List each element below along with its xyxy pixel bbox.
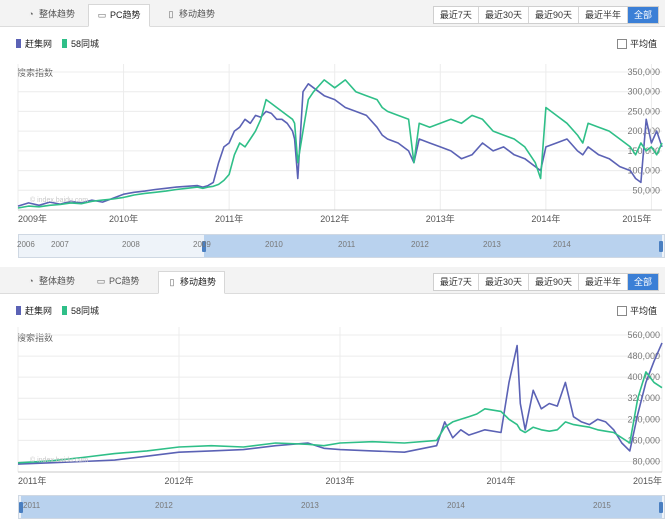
mobile-icon: ▯ [168, 9, 174, 19]
tab-overall-trend[interactable]: ◔ 整体趋势 [18, 4, 83, 25]
x-tick-label: 2011年 [215, 213, 243, 224]
range-half-year[interactable]: 最近半年 [579, 274, 628, 290]
x-tick-label: 2010年 [109, 213, 138, 224]
pc-trend-panel: ◔ 整体趋势 ▭ PC趋势 ▯ 移动趋势 最近7天 最近30天 最近90天 最近半年 … [0, 0, 665, 258]
navigator-tick: 2013 [301, 501, 319, 510]
navigator-tick: 2009 [193, 240, 211, 249]
x-tick-label: 2011年 [18, 475, 46, 486]
chart-legend: 赶集网 58同城 [16, 304, 109, 317]
navigator-selection[interactable] [21, 496, 662, 518]
legend-swatch [16, 39, 21, 48]
monitor-icon: ▭ [96, 276, 106, 286]
navigator-tick: 2013 [483, 240, 501, 249]
navigator-left-handle[interactable] [19, 502, 23, 513]
tab-pc-trend[interactable]: ▭ PC趋势 [88, 4, 150, 27]
series-line-ganji [17, 342, 663, 465]
navigator-right-handle[interactable] [659, 241, 663, 252]
y-tick-label: 320,000 [627, 393, 660, 403]
average-toggle[interactable]: 平均值 [616, 37, 657, 50]
navigator-right-handle[interactable] [659, 502, 663, 513]
y-tick-label: 560,000 [627, 330, 660, 340]
range-30days[interactable]: 最近30天 [479, 274, 529, 290]
chart-legend: 赶集网 58同城 [16, 37, 109, 50]
navigator-tick: 2012 [411, 240, 429, 249]
tab-bar: ◔ 整体趋势 ▭ PC趋势 ▯ 移动趋势 最近7天 最近30天 最近90天 最近半年 … [0, 267, 665, 294]
y-tick-label: 300,000 [627, 87, 660, 97]
mobile-trend-panel: ◔ 整体趋势 ▭ PC趋势 ▯ 移动趋势 最近7天 最近30天 最近90天 最近半年 … [0, 267, 665, 521]
tab-mobile-trend[interactable]: ▯ 移动趋势 [158, 4, 223, 25]
legend-swatch [62, 306, 68, 315]
tab-overall-trend[interactable]: ◔ 整体趋势 [18, 271, 83, 292]
legend-swatch [16, 306, 21, 315]
checkbox-icon [616, 38, 627, 49]
legend-item-58[interactable]: 58同城 [62, 304, 99, 317]
mobile-icon: ▯ [169, 277, 175, 287]
range-all[interactable]: 全部 [627, 274, 658, 290]
navigator-selection[interactable] [204, 235, 662, 257]
y-tick-label: 250,000 [627, 106, 660, 116]
mobile-trend-chart: 80,000160,000240,000320,000400,000480,00… [17, 327, 663, 486]
range-90days[interactable]: 最近90天 [529, 274, 579, 290]
navigator-tick: 2011 [23, 501, 41, 510]
navigator-left-handle[interactable] [202, 241, 206, 252]
x-tick-label: 2013年 [325, 475, 354, 486]
tab-mobile-trend[interactable]: ▯ 移动趋势 [158, 271, 226, 294]
range-7days[interactable]: 最近7天 [434, 7, 479, 23]
y-tick-label: 100,000 [627, 166, 660, 176]
range-30days[interactable]: 最近30天 [479, 7, 529, 23]
pie-chart-icon: ◔ [28, 276, 34, 286]
navigator-tick: 2007 [51, 240, 69, 249]
x-tick-label: 2012年 [320, 213, 349, 224]
y-axis-title: 搜索指数 [17, 333, 54, 343]
pc-trend-chart: 50,000100,000150,000200,000250,000300,00… [17, 64, 663, 224]
x-tick-label: 2009年 [18, 213, 47, 224]
navigator-tick: 2015 [593, 501, 611, 510]
y-tick-label: 200,000 [627, 126, 660, 136]
range-all[interactable]: 全部 [627, 7, 658, 23]
watermark: © index.baidu.com [30, 457, 89, 464]
tab-pc-trend[interactable]: ▭ PC趋势 [88, 271, 148, 292]
time-navigator[interactable]: 2006 2007 2008 2009 2010 2011 2012 2013 … [17, 234, 665, 258]
range-half-year[interactable]: 最近半年 [579, 7, 628, 23]
legend-item-58[interactable]: 58同城 [62, 37, 99, 50]
navigator-tick: 2014 [447, 501, 465, 510]
x-tick-label: 2015年 [633, 475, 662, 486]
x-tick-label: 2013年 [426, 213, 455, 224]
series-line-58 [17, 371, 663, 464]
y-tick-label: 240,000 [627, 414, 660, 424]
pie-chart-icon: ◔ [28, 9, 34, 19]
y-tick-label: 50,000 [632, 185, 660, 195]
legend-swatch [62, 39, 68, 48]
y-tick-label: 160,000 [627, 435, 660, 445]
y-axis-title: 搜索指数 [17, 68, 54, 78]
navigator-tick: 2014 [553, 240, 571, 249]
navigator-tick: 2010 [265, 240, 283, 249]
checkbox-icon [616, 305, 627, 316]
watermark: © index.baidu.com [30, 197, 89, 204]
time-range-selector: 最近7天 最近30天 最近90天 最近半年 全部 [432, 273, 659, 291]
tab-bar: ◔ 整体趋势 ▭ PC趋势 ▯ 移动趋势 最近7天 最近30天 最近90天 最近半年 … [0, 0, 665, 27]
navigator-tick: 2006 [17, 240, 35, 249]
x-tick-label: 2014年 [531, 213, 560, 224]
range-7days[interactable]: 最近7天 [434, 274, 479, 290]
series-line-ganji [17, 83, 663, 207]
y-tick-label: 350,000 [627, 67, 660, 77]
navigator-tick: 2012 [155, 501, 173, 510]
navigator-tick: 2011 [338, 240, 356, 249]
x-tick-label: 2012年 [164, 475, 193, 486]
legend-item-ganji[interactable]: 赶集网 [16, 304, 52, 317]
time-navigator[interactable]: 2011 2012 2013 2014 2015 [18, 495, 665, 519]
monitor-icon: ▭ [97, 10, 107, 20]
time-range-selector: 最近7天 最近30天 最近90天 最近半年 全部 [432, 6, 659, 24]
range-90days[interactable]: 最近90天 [529, 7, 579, 23]
y-tick-label: 480,000 [627, 351, 660, 361]
series-line-58 [17, 79, 663, 209]
navigator-tick: 2008 [122, 240, 140, 249]
x-tick-label: 2014年 [486, 475, 515, 486]
y-tick-label: 80,000 [632, 456, 660, 466]
legend-item-ganji[interactable]: 赶集网 [16, 37, 52, 50]
average-toggle[interactable]: 平均值 [616, 304, 657, 317]
x-tick-label: 2015年 [622, 213, 651, 224]
